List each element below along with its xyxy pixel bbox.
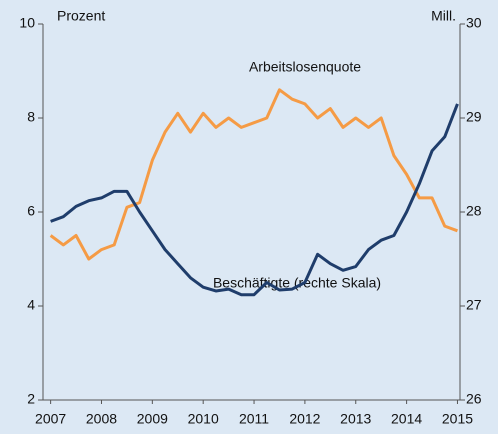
x-tick-label: 2011 [239,411,269,427]
y-tick-label: 4 [27,297,35,313]
series-annotation: Beschäftigte (rechte Skala) [213,275,381,291]
x-tick-label: 2015 [442,411,473,427]
x-tick-label: 2010 [188,411,219,427]
y-tick-label: 8 [27,109,35,125]
y2-tick-label: 28 [466,203,482,219]
x-tick-label: 2013 [340,411,371,427]
x-tick-label: 2007 [35,411,66,427]
y2-tick-label: 29 [466,109,482,125]
right-axis-unit: Mill. [431,8,456,24]
y2-tick-label: 26 [466,391,482,407]
x-tick-label: 2014 [391,411,422,427]
left-axis-unit: Prozent [57,8,105,24]
y2-tick-label: 30 [466,15,482,31]
y-tick-label: 2 [27,391,35,407]
x-tick-label: 2012 [289,411,320,427]
series-line [50,103,459,297]
series-annotation: Arbeitslosenquote [249,59,361,75]
x-tick-label: 2008 [86,411,117,427]
y-tick-label: 10 [19,15,35,31]
y-tick-label: 6 [27,203,35,219]
series-line [49,88,458,261]
y2-tick-label: 27 [466,297,482,313]
x-tick-label: 2009 [137,411,168,427]
